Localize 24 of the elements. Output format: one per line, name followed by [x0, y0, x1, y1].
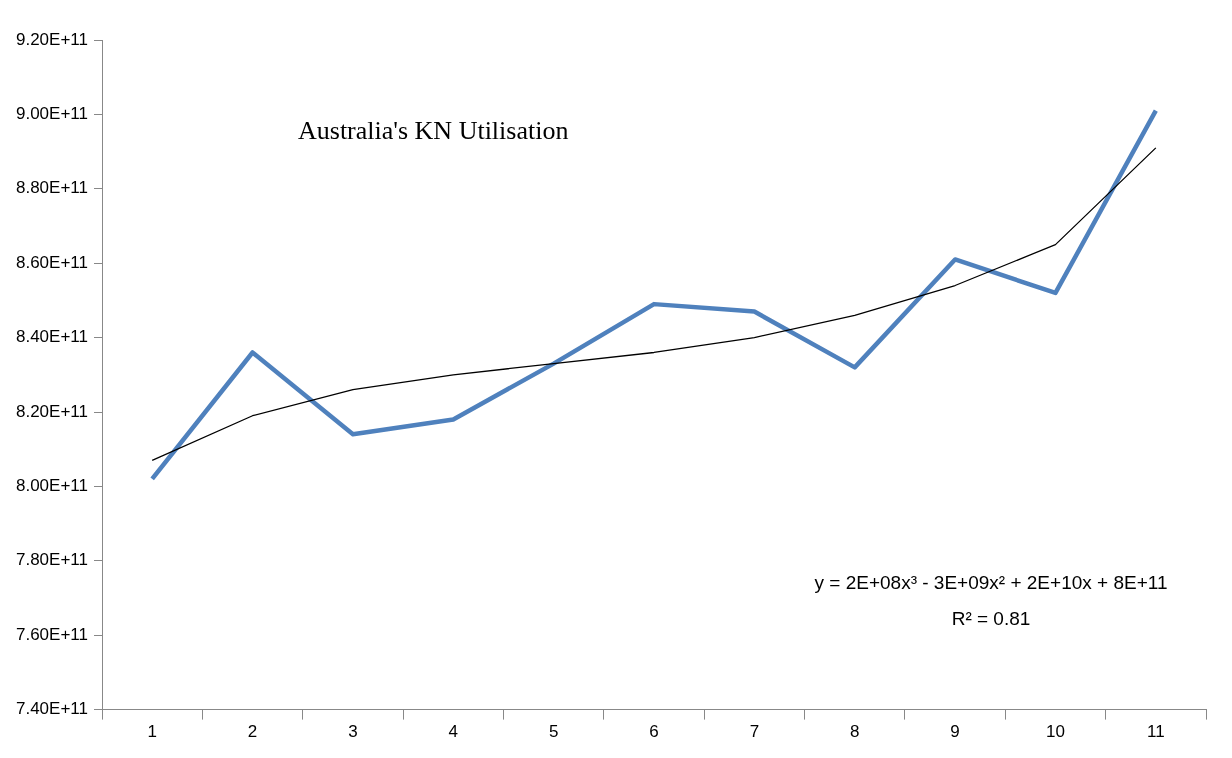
x-tick-label: 3 — [348, 722, 358, 742]
y-tick-label: 8.60E+11 — [15, 252, 88, 272]
x-tick-label: 7 — [749, 722, 760, 742]
annotation: R² = 0.81 — [951, 608, 1031, 630]
x-tick-label: 1 — [147, 722, 157, 742]
x-tick-label: 2 — [247, 722, 258, 742]
y-tick-label: 8.40E+11 — [15, 327, 88, 347]
y-tick-label: 8.20E+11 — [15, 401, 88, 421]
x-tick-label: 6 — [649, 722, 659, 742]
y-tick-label: 7.60E+11 — [15, 624, 88, 644]
text: Australia's KN Utilisation — [297, 115, 569, 145]
x-tick-label: 9 — [950, 722, 960, 742]
y-tick-label: 8.80E+11 — [15, 178, 88, 198]
x-tick-label: 4 — [448, 722, 459, 742]
x-tick-label: 5 — [548, 722, 559, 742]
y-tick-label: 8.00E+11 — [15, 476, 88, 496]
x-tick-label: 10 — [1045, 722, 1065, 742]
y-tick-label: 9.00E+11 — [15, 104, 88, 124]
y-tick-label: 7.80E+11 — [15, 550, 88, 570]
x-tick-label: 11 — [1146, 722, 1165, 742]
y-tick-label: 7.40E+11 — [15, 699, 88, 719]
y-tick-label: 9.20E+11 — [15, 29, 88, 49]
annotation: y = 2E+08x³ - 3E+09x² + 2E+10x + 8E+11 — [814, 572, 1168, 594]
x-tick-label: 8 — [849, 722, 860, 742]
